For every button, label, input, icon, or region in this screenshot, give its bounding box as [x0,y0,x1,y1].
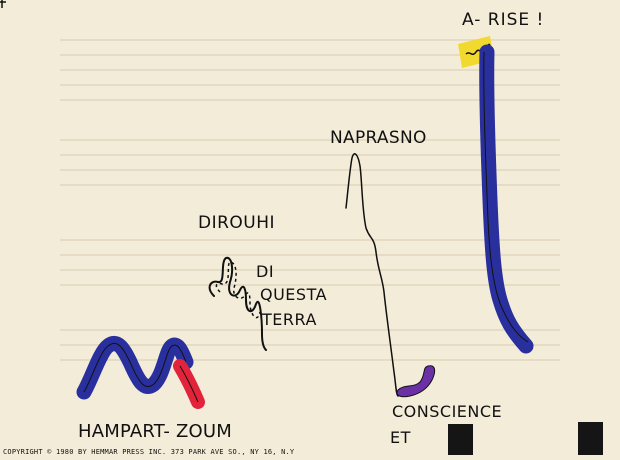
naprasno-line [345,153,399,397]
label-dirouhi: DIROUHI [198,213,276,233]
arise-blue-column [479,44,534,354]
arise-blue-column-outline [483,51,529,343]
label-questa: QUESTA [260,285,328,304]
label-conscience: CONSCIENCE [392,402,503,421]
label-terra: TERRA [262,310,317,329]
label-naprasno: NAPRASNO [330,128,427,148]
hampart-wave-outline [83,342,187,393]
dirouhi-squiggle [208,256,267,351]
hampart-red-tail-line [179,365,199,403]
conscience-purple-blob [396,365,436,398]
black-square-left [448,424,473,455]
dirouhi-squiggle-dashed [215,261,261,319]
label-di: DI [256,262,275,281]
label-hampart-zoum: HAMPART- ZOUM [78,421,232,442]
black-square-right [578,422,603,455]
copyright-line: COPYRIGHT © 1980 BY HEMMAR PRESS INC. 37… [3,448,295,456]
hampart-blue-wave [76,336,194,400]
label-a-rise: A- RISE ! [462,10,545,30]
label-et: ET [390,428,411,447]
paper-show-through [60,39,560,361]
corner-mark [0,0,6,8]
